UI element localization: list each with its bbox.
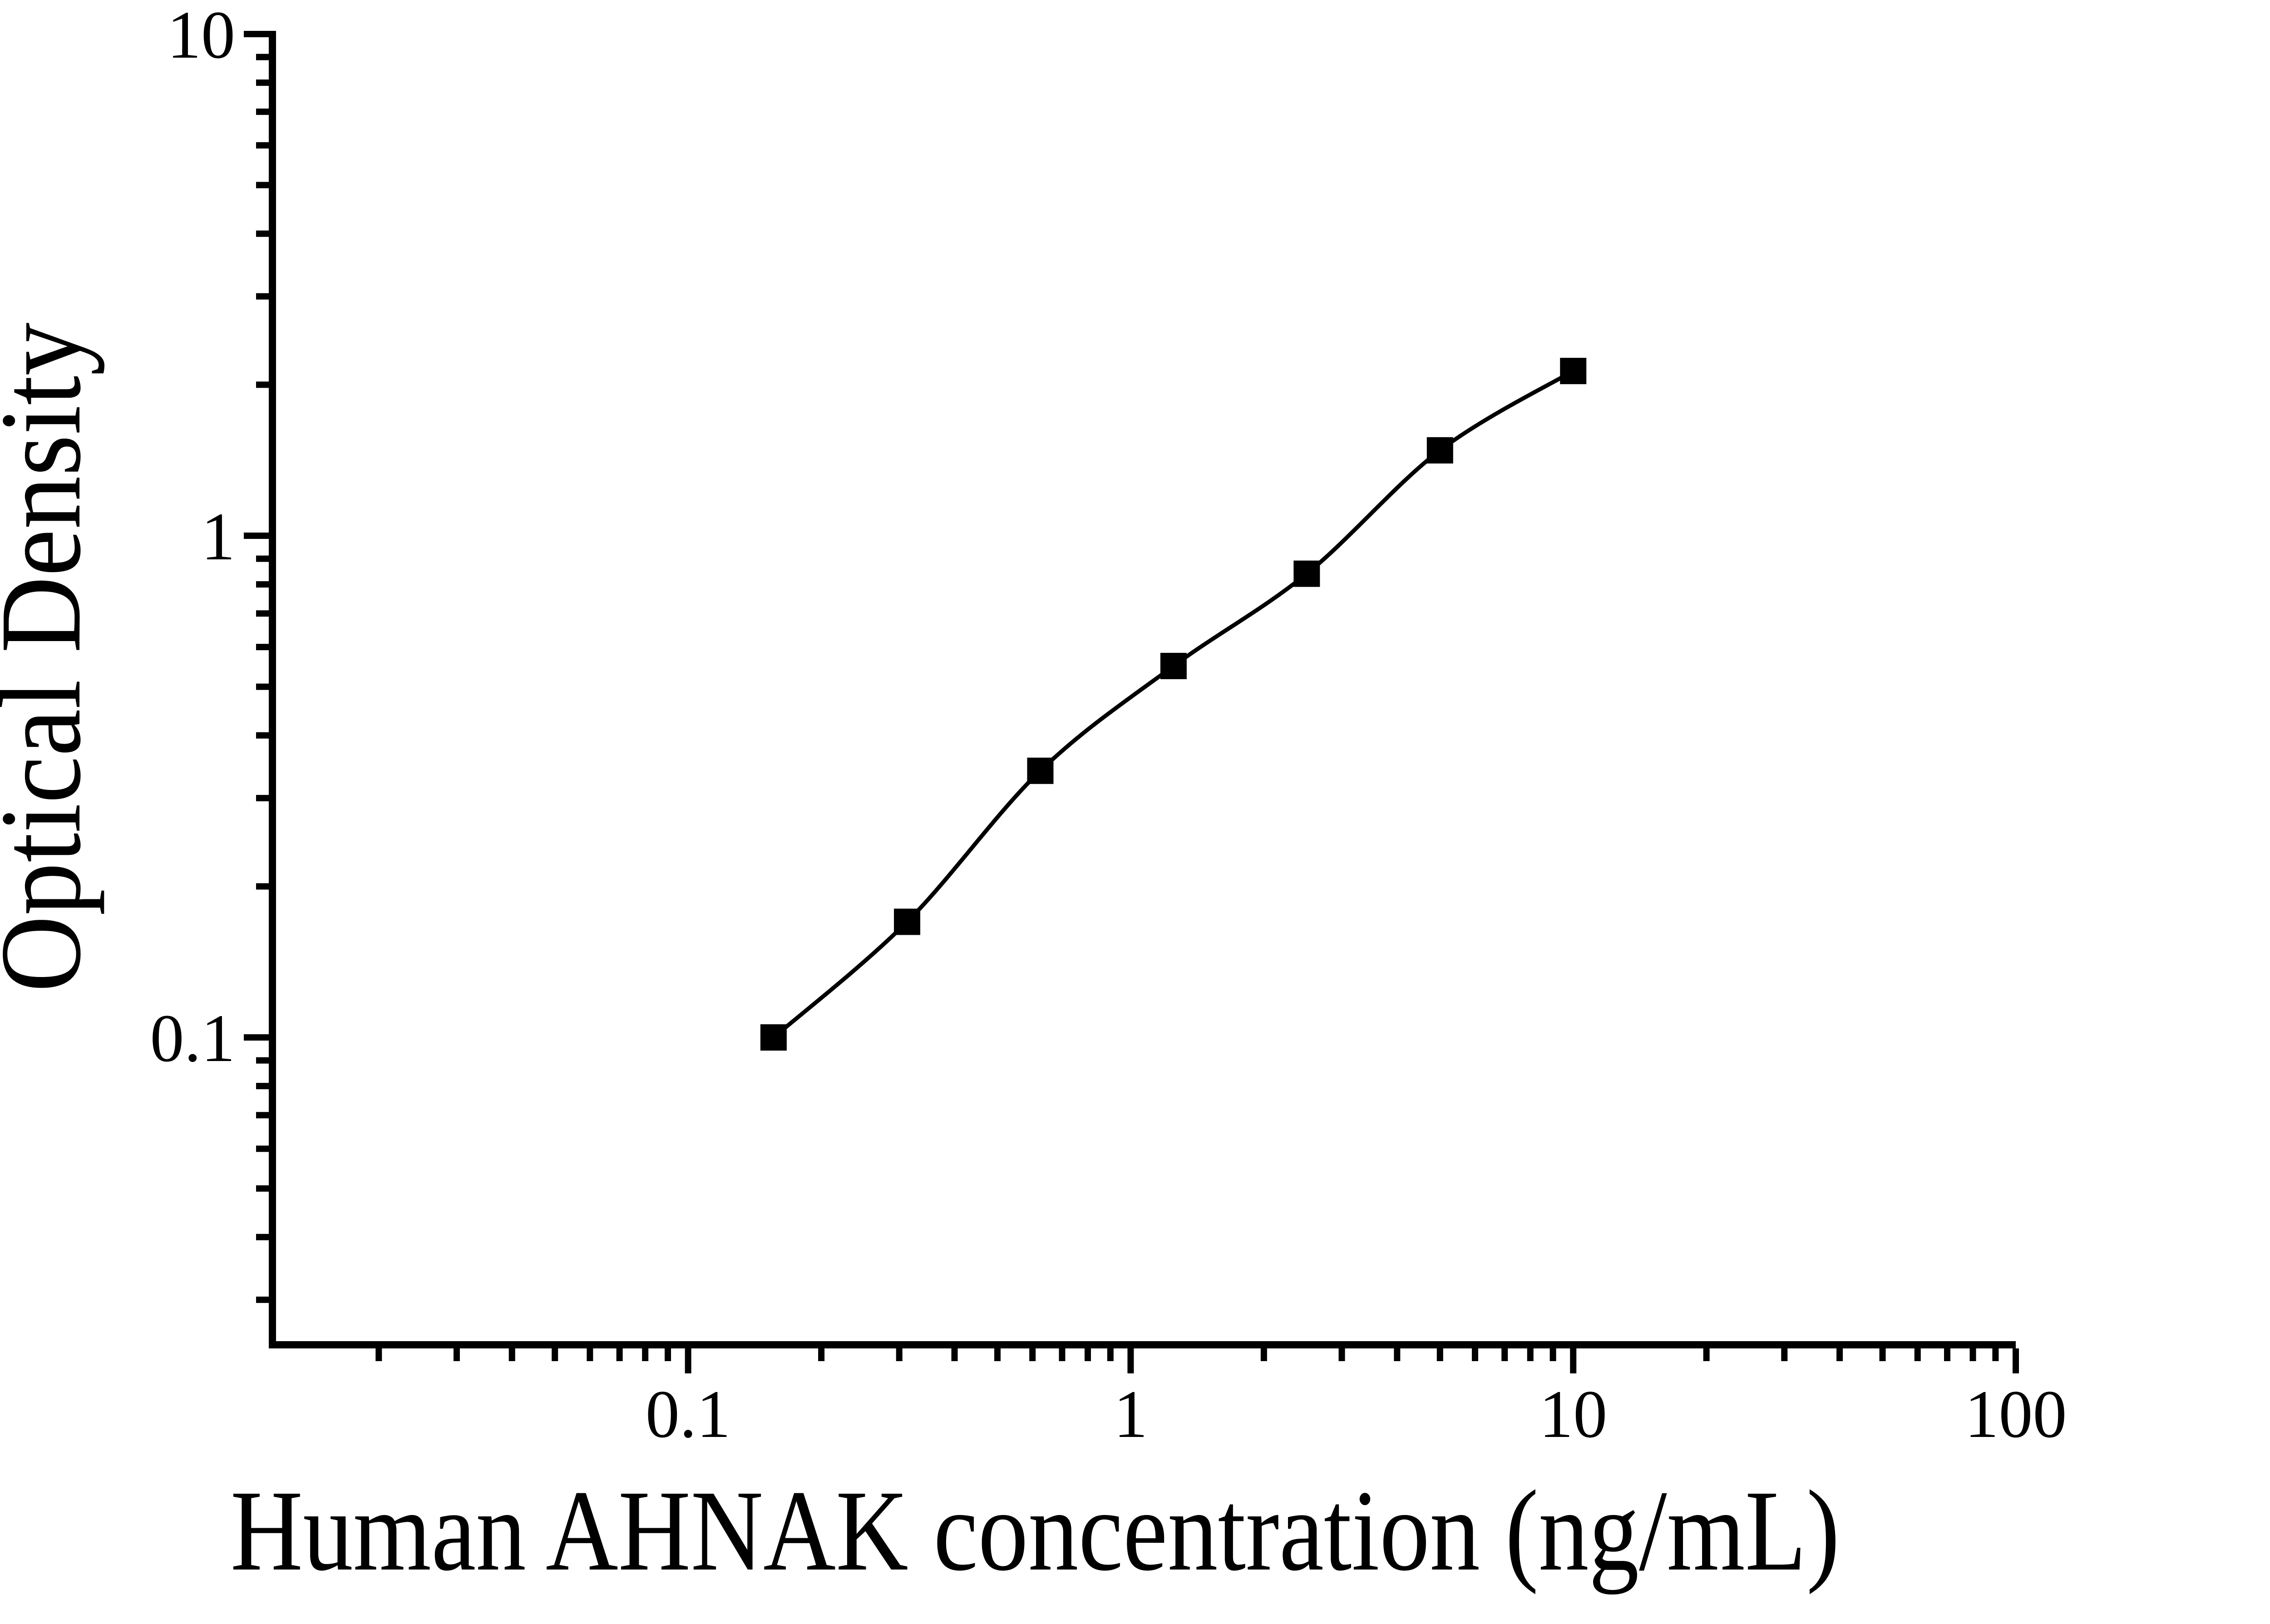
data-point-square xyxy=(760,1024,787,1051)
data-point-square xyxy=(1293,560,1320,587)
data-point-square xyxy=(1160,652,1187,679)
tick-labels: 0.1 1 10 100 0.1 1 10 xyxy=(150,0,2067,1452)
x-tick-label: 10 xyxy=(1539,1377,1607,1452)
x-tick-label: 100 xyxy=(1965,1377,2067,1452)
data-point-square xyxy=(1560,358,1587,385)
fit-curve xyxy=(772,369,1574,1039)
x-tick-label: 0.1 xyxy=(646,1377,731,1452)
y-axis-title: Optical Density xyxy=(0,323,105,992)
data-point-square xyxy=(1027,757,1054,784)
y-tick-label: 10 xyxy=(167,0,235,73)
axis-ticks xyxy=(244,31,2019,1373)
axes-frame xyxy=(269,31,2016,1348)
axes-lines xyxy=(269,31,2016,1348)
data-point-square xyxy=(1426,437,1453,464)
y-tick-label: 0.1 xyxy=(150,1001,236,1076)
data-point-square xyxy=(894,908,920,935)
y-tick-label: 1 xyxy=(201,499,235,574)
x-tick-label: 1 xyxy=(1114,1377,1148,1452)
x-axis-title: Human AHNAK concentration (ng/mL) xyxy=(231,1467,1840,1595)
data-points xyxy=(760,358,1587,1051)
standard-curve-line xyxy=(772,369,1574,1039)
